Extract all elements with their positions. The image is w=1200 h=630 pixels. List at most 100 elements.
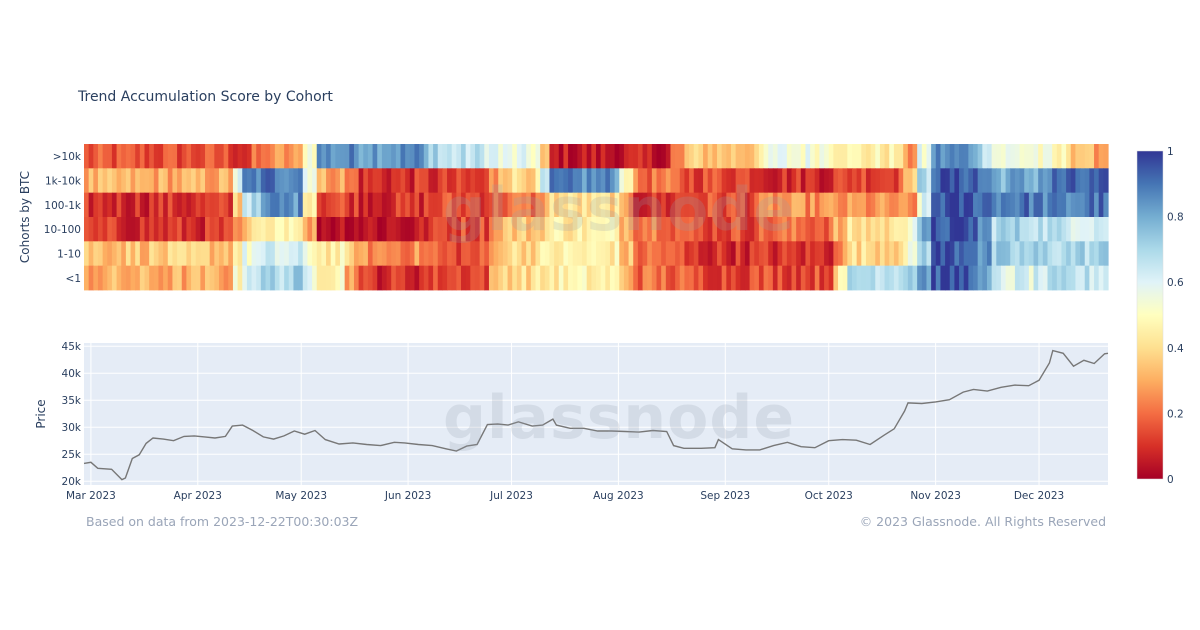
heatmap-cell xyxy=(721,265,727,291)
heatmap-cell xyxy=(903,241,909,267)
heatmap-cell xyxy=(172,144,178,169)
heatmap-cell xyxy=(707,241,713,267)
heatmap-cell xyxy=(782,241,788,267)
heatmap-cell xyxy=(488,265,495,291)
heatmap-cell xyxy=(656,192,662,218)
heatmap-cell xyxy=(456,217,462,242)
heatmap-cell xyxy=(596,192,602,218)
heatmap-cell xyxy=(405,217,411,242)
heatmap-cell xyxy=(419,168,425,194)
heatmap-cell xyxy=(228,217,234,242)
heatmap-cell xyxy=(516,265,523,291)
heatmap-cell xyxy=(647,168,653,194)
heatmap-cell xyxy=(782,144,788,169)
heatmap-cell xyxy=(502,241,509,267)
heatmap-cell xyxy=(935,265,942,291)
heatmap-cell xyxy=(1094,168,1100,194)
heatmap-cell xyxy=(898,144,904,169)
heatmap-cell xyxy=(991,217,997,242)
heatmap-cell xyxy=(679,192,686,218)
heatmap-cell xyxy=(982,144,988,169)
heatmap-cell xyxy=(1038,144,1044,169)
heatmap-cell xyxy=(1010,144,1016,169)
heatmap-cell xyxy=(461,241,467,267)
heatmap-cell xyxy=(637,144,644,169)
heatmap-cell xyxy=(367,192,374,218)
heatmap-cell xyxy=(284,192,290,218)
heatmap-cell xyxy=(149,192,155,218)
heatmap-cell xyxy=(395,168,402,194)
heatmap-cell xyxy=(284,265,290,291)
heatmap-cell xyxy=(526,265,532,291)
heatmap-cell xyxy=(810,241,816,267)
heatmap-y-tick-label: >10k xyxy=(53,151,82,163)
heatmap-cell xyxy=(963,265,969,291)
heatmap-cell xyxy=(582,217,588,242)
heatmap-cell xyxy=(549,217,555,242)
heatmap-cell xyxy=(986,241,993,267)
heatmap-cell xyxy=(1042,144,1049,169)
heatmap-cell xyxy=(582,168,588,194)
heatmap-cell xyxy=(167,265,174,291)
heatmap-cell xyxy=(1094,241,1100,267)
heatmap-cell xyxy=(1000,265,1007,291)
heatmap-cell xyxy=(935,192,942,218)
heatmap-cell xyxy=(1014,241,1021,267)
heatmap-cell xyxy=(852,168,858,194)
heatmap-cell xyxy=(852,192,858,218)
heatmap-cell xyxy=(623,217,630,242)
heatmap-cell xyxy=(116,168,122,194)
heatmap-cell xyxy=(856,265,862,291)
heatmap-cell xyxy=(372,265,378,291)
heatmap-cell xyxy=(479,168,485,194)
heatmap-cell xyxy=(782,192,788,218)
heatmap-cell xyxy=(363,265,369,291)
heatmap-cell xyxy=(777,265,783,291)
heatmap-cell xyxy=(125,265,132,291)
heatmap-cell xyxy=(274,265,281,291)
heatmap-cell xyxy=(833,241,839,267)
heatmap-cell xyxy=(1038,265,1044,291)
heatmap-cell xyxy=(223,241,229,267)
heatmap-cell xyxy=(1047,168,1053,194)
heatmap-cell xyxy=(326,241,332,267)
heatmap-cell xyxy=(959,265,965,291)
heatmap-cell xyxy=(461,168,467,194)
heatmap-cell xyxy=(730,241,737,267)
heatmap-cell xyxy=(191,168,197,194)
heatmap-cell xyxy=(535,217,541,242)
heatmap-cell xyxy=(1005,168,1011,194)
heatmap-cell xyxy=(395,192,402,218)
heatmap-cell xyxy=(628,168,634,194)
heatmap-cell xyxy=(447,168,453,194)
heatmap-cell xyxy=(1075,144,1081,169)
heatmap-cell xyxy=(395,144,402,169)
heatmap-cell xyxy=(698,192,704,218)
heatmap-cell xyxy=(986,217,993,242)
heatmap-cell xyxy=(279,265,285,291)
heatmap-cell xyxy=(642,144,648,169)
heatmap-cell xyxy=(619,144,625,169)
heatmap-cell xyxy=(796,144,802,169)
heatmap-cell xyxy=(842,241,848,267)
heatmap-cell xyxy=(986,192,993,218)
heatmap-cell xyxy=(619,217,625,242)
heatmap-cell xyxy=(530,241,537,267)
heatmap-cell xyxy=(568,265,574,291)
heatmap-cell xyxy=(684,217,690,242)
heatmap-cell xyxy=(535,265,541,291)
heatmap-cell xyxy=(805,217,811,242)
heatmap-cell xyxy=(214,168,220,194)
heatmap-cell xyxy=(163,168,169,194)
heatmap-cell xyxy=(758,168,765,194)
heatmap-cell xyxy=(1061,168,1067,194)
heatmap-cell xyxy=(144,192,150,218)
heatmap-cell xyxy=(912,144,918,169)
heatmap-cell xyxy=(135,265,141,291)
heatmap-cell xyxy=(861,241,867,267)
heatmap-cell xyxy=(828,217,834,242)
heatmap-cell xyxy=(409,241,416,267)
heatmap-cell xyxy=(577,217,583,242)
heatmap-cell xyxy=(628,144,634,169)
heatmap-cell xyxy=(405,192,411,218)
